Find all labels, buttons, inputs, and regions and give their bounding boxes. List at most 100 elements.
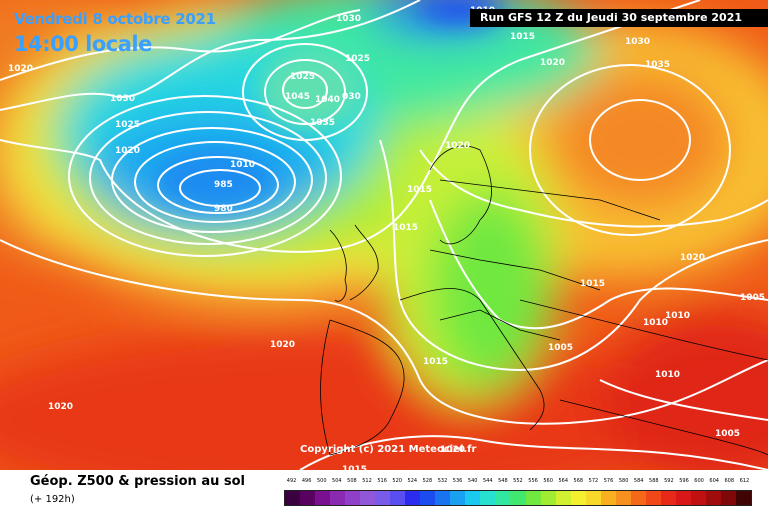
scale-swatch xyxy=(540,491,556,505)
scale-label: 572 xyxy=(588,478,599,484)
weather-map: 1010 1015 1020 1030 1035 1040 1030 1025 1025 1045… xyxy=(0,0,768,470)
copyright-notice: Copyright (c) 2021 Meteociel.fr xyxy=(300,444,477,455)
isobar-label: 1010 xyxy=(665,311,690,321)
isobar-1020a xyxy=(0,0,701,253)
scale-label: 604 xyxy=(709,478,719,484)
coast-scandinavia xyxy=(429,145,492,245)
scale-label: 504 xyxy=(332,478,342,484)
coastlines xyxy=(320,145,768,456)
scale-label: 532 xyxy=(437,478,448,484)
map-canvas: 1010 1015 1020 1030 1035 1040 1030 1025 1025 1045… xyxy=(0,0,768,470)
coast-france-italy xyxy=(399,288,545,431)
scale-swatch xyxy=(555,491,571,505)
isobar-1005 xyxy=(599,379,768,421)
color-scale-bar xyxy=(284,490,752,506)
isobar-1010 xyxy=(429,199,768,330)
isobar-label: 1035 xyxy=(645,60,670,70)
isobar-label: 1020 xyxy=(540,58,565,68)
scale-swatch xyxy=(405,491,421,505)
scale-swatch xyxy=(615,491,631,505)
isobar-label: 1010 xyxy=(655,370,680,380)
isobar-1025 xyxy=(0,0,421,111)
scale-label: 544 xyxy=(482,478,493,484)
scale-label: 520 xyxy=(392,478,402,484)
isobar-label: 030 xyxy=(342,92,361,102)
scale-label: 600 xyxy=(694,478,704,484)
isobar-label: 985 xyxy=(214,180,233,190)
scale-swatch xyxy=(510,491,526,505)
isobar-980 xyxy=(179,169,261,207)
scale-label: 588 xyxy=(649,478,659,484)
isobar-label: 980 xyxy=(214,204,233,214)
isobar-label: 1005 xyxy=(740,293,765,303)
coast-britain-east xyxy=(349,224,379,301)
scale-label: 548 xyxy=(498,478,508,484)
isobar-label: 1030 xyxy=(336,14,361,24)
scale-swatch xyxy=(465,491,481,505)
scale-swatch xyxy=(420,491,436,505)
border-2 xyxy=(429,249,601,291)
isobar-label: 1020 xyxy=(680,253,705,263)
isobar-label: 1005 xyxy=(715,429,740,439)
scale-swatch xyxy=(390,491,406,505)
pressure-labels: 1010 1015 1020 1030 1035 1040 1030 1025 1025 1045… xyxy=(8,6,765,470)
isobar-label: 1010 xyxy=(643,318,668,328)
isobar-1005 xyxy=(68,95,342,257)
scale-label: 596 xyxy=(679,478,689,484)
scale-swatch xyxy=(315,491,331,505)
scale-swatch xyxy=(300,491,316,505)
scale-label: 516 xyxy=(377,478,387,484)
scale-swatch xyxy=(360,491,376,505)
isobar-label: 1015 xyxy=(580,279,605,289)
isobar-1020b xyxy=(0,239,768,425)
isobar-label: 1035 xyxy=(310,118,335,128)
scale-label: 612 xyxy=(739,478,750,484)
run-banner: Run GFS 12 Z du Jeudi 30 septembre 2021 xyxy=(470,9,768,27)
scale-label: 592 xyxy=(664,478,674,484)
scale-swatch xyxy=(285,491,301,505)
scale-swatch xyxy=(450,491,466,505)
scale-swatch xyxy=(525,491,541,505)
coast-north-africa xyxy=(559,399,768,456)
isobar-label: 1015 xyxy=(393,223,418,233)
scale-swatch xyxy=(585,491,601,505)
scale-swatch xyxy=(480,491,496,505)
scale-label: 536 xyxy=(452,478,463,484)
scale-swatch xyxy=(345,491,361,505)
scale-label: 556 xyxy=(528,478,538,484)
scale-label: 584 xyxy=(633,478,644,484)
border-1 xyxy=(439,179,661,221)
scale-swatch xyxy=(330,491,346,505)
isobar-label: 1010 xyxy=(230,160,255,170)
scale-label: 500 xyxy=(316,478,327,484)
scale-swatch xyxy=(600,491,616,505)
isobar-label: 1030 xyxy=(110,94,135,104)
isobar-1015 xyxy=(379,139,768,372)
scale-label: 608 xyxy=(724,478,735,484)
scale-label: 512 xyxy=(362,478,372,484)
scale-swatch xyxy=(495,491,511,505)
legend-subtitle: (+ 192h) xyxy=(30,494,75,505)
scale-label: 564 xyxy=(558,478,568,484)
isobar-985 xyxy=(157,156,279,214)
isobar-label: 1025 xyxy=(345,54,370,64)
scale-swatch xyxy=(570,491,586,505)
isobar-label: 1020 xyxy=(48,402,73,412)
forecast-date: Vendredi 8 octobre 2021 xyxy=(14,10,216,28)
scale-label: 552 xyxy=(513,478,523,484)
scale-swatch xyxy=(675,491,691,505)
isobar-1040 xyxy=(264,59,346,125)
scale-label: 528 xyxy=(422,478,433,484)
scale-label: 576 xyxy=(603,478,614,484)
scale-swatch xyxy=(690,491,706,505)
scale-label: 560 xyxy=(543,478,553,484)
coast-iberia xyxy=(320,319,405,456)
scale-label: 496 xyxy=(301,478,312,484)
isobar-label: 1015 xyxy=(407,185,432,195)
isobar-label: 1020 xyxy=(8,64,33,74)
border-3 xyxy=(439,309,561,341)
isobar-label: 1015 xyxy=(423,357,448,367)
color-scale-labels: 492 496 500 504 508 512 516 520 524 528 532 536 540 5… xyxy=(284,478,752,488)
scale-label: 580 xyxy=(618,478,629,484)
scale-swatch xyxy=(705,491,721,505)
